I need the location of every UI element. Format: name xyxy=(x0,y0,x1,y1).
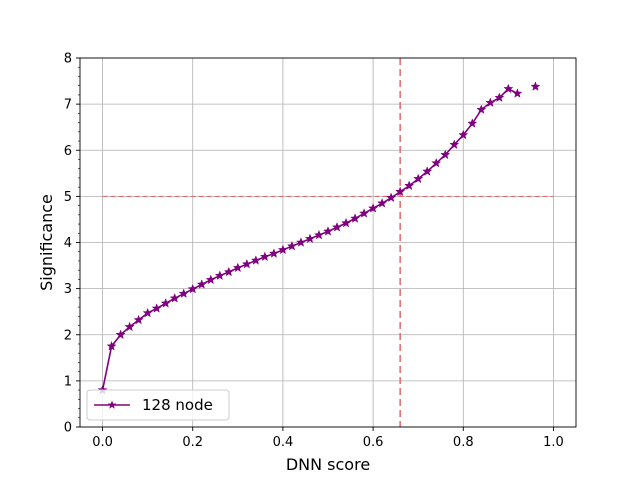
data-point-star xyxy=(458,129,469,140)
y-tick-label: 1 xyxy=(64,374,72,389)
data-point-star xyxy=(286,240,297,251)
data-point-star xyxy=(115,329,126,340)
data-point-star xyxy=(331,221,343,232)
data-point-star xyxy=(440,149,451,160)
data-point-star xyxy=(268,248,279,258)
data-point-star xyxy=(196,279,207,289)
data-point-star xyxy=(413,173,424,184)
data-point-star xyxy=(449,139,460,150)
data-point-star xyxy=(304,233,316,244)
legend-label: 128 node xyxy=(142,396,213,414)
data-point-star xyxy=(169,292,180,303)
data-point-star xyxy=(386,192,397,203)
data-point-star xyxy=(259,251,270,262)
data-point-star xyxy=(214,270,225,281)
x-tick-label: 0.4 xyxy=(273,435,294,450)
y-tick-label: 3 xyxy=(64,282,72,297)
data-point-star xyxy=(124,321,135,332)
x-tick-label: 0.2 xyxy=(182,435,203,450)
y-tick-label: 8 xyxy=(64,52,72,67)
data-point-star xyxy=(340,217,352,228)
data-point-star xyxy=(295,237,306,247)
data-point-star xyxy=(467,118,478,128)
y-tick-label: 5 xyxy=(64,190,72,205)
data-point-star xyxy=(359,208,370,218)
series-layer xyxy=(97,81,541,395)
data-point-star xyxy=(422,166,433,176)
y-tick-label: 7 xyxy=(64,98,72,113)
data-point-star xyxy=(530,81,541,91)
y-tick-label: 2 xyxy=(64,328,72,343)
data-point-star xyxy=(322,226,334,236)
data-point-star xyxy=(151,303,162,313)
legend-star-marker xyxy=(107,400,117,409)
legend: 128 node xyxy=(86,389,230,421)
data-point-star xyxy=(431,157,442,168)
data-point-star xyxy=(160,298,171,308)
data-point-star xyxy=(277,244,288,255)
data-point-star xyxy=(313,229,325,240)
x-tick-label: 0.8 xyxy=(453,435,474,450)
y-tick-label: 4 xyxy=(64,236,72,251)
y-tick-label: 0 xyxy=(64,421,72,436)
data-point-star xyxy=(485,97,496,108)
x-tick-label: 0.0 xyxy=(92,435,113,450)
y-axis-label: Significance xyxy=(37,194,56,291)
data-point-star xyxy=(377,197,388,208)
data-point-star xyxy=(503,83,514,94)
data-point-star xyxy=(223,266,234,277)
legend-box xyxy=(86,389,230,421)
data-point-star xyxy=(250,255,261,265)
data-point-star xyxy=(512,88,523,98)
axis-ticks: 0.0 0.2 0.4 0.6 0.8 1.0 0 1 2 3 4 5 6 7 8 xyxy=(64,52,564,451)
x-tick-label: 1.0 xyxy=(543,435,564,450)
data-point-star xyxy=(350,213,361,223)
data-point-star xyxy=(133,314,144,325)
data-point-star xyxy=(106,340,117,351)
data-point-star xyxy=(368,203,379,213)
y-tick-label: 6 xyxy=(64,144,72,159)
data-point-star xyxy=(205,274,216,285)
data-point-star xyxy=(187,283,198,294)
data-point-star xyxy=(476,104,487,114)
data-point-star xyxy=(494,92,505,102)
data-point-star xyxy=(178,288,189,298)
data-point-star xyxy=(395,186,406,197)
data-point-star xyxy=(142,307,153,318)
data-point-star xyxy=(241,258,252,269)
x-tick-label: 0.6 xyxy=(363,435,384,450)
data-point-star xyxy=(404,180,415,191)
reference-lines xyxy=(102,58,554,427)
x-axis-label: DNN score xyxy=(286,455,370,474)
data-point-star xyxy=(232,262,243,273)
